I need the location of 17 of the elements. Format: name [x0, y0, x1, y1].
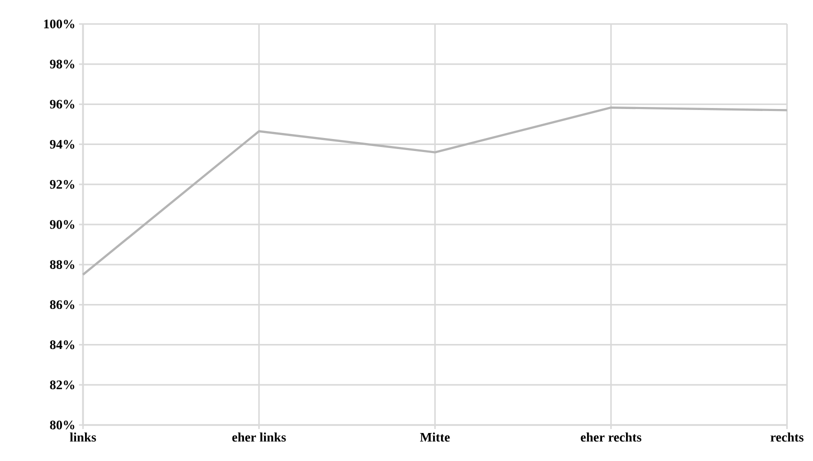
y-tick-label: 98%: [50, 60, 74, 68]
y-tick-label: 80%: [50, 420, 74, 430]
y-tick-label: 82%: [50, 380, 74, 390]
line-series: [82, 106, 788, 276]
x-tick-label: Mitte: [420, 432, 450, 442]
y-tick-label: 94%: [50, 140, 74, 149]
x-tick-label: links: [70, 432, 96, 442]
x-tick-label: eher links: [232, 432, 286, 442]
y-tick-label: 100%: [44, 20, 74, 28]
x-tick-label: eher rechts: [580, 432, 642, 442]
x-tick-label: rechts: [770, 432, 804, 442]
y-tick-label: 86%: [50, 300, 74, 310]
y-tick-label: 88%: [50, 260, 74, 269]
y-tick-label: 92%: [50, 180, 74, 189]
y-tick-label: 96%: [50, 100, 74, 109]
y-tick-label: 84%: [50, 340, 74, 350]
y-tick-label: 90%: [50, 220, 74, 229]
